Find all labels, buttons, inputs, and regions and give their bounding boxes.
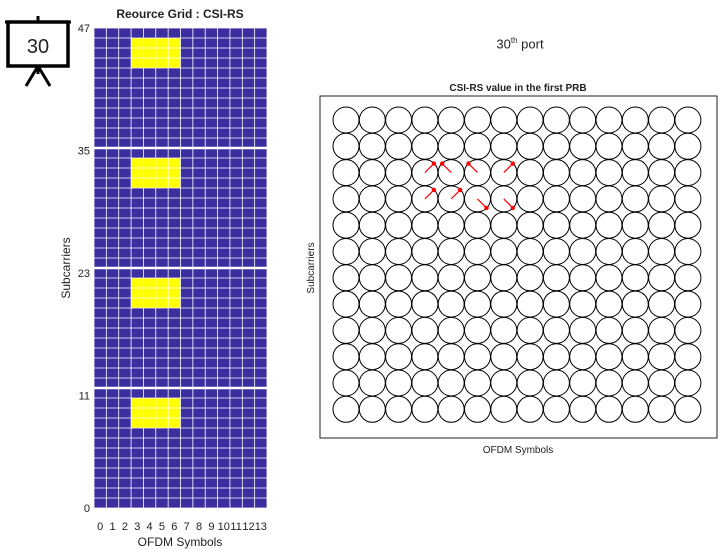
grid-chart-title: Reource Grid : CSI-RS — [116, 7, 243, 21]
csi-rs-resource-element — [155, 398, 169, 408]
csi-rs-resource-element — [143, 288, 156, 298]
prb-x-axis-label: OFDM Symbols — [483, 445, 554, 456]
csi-rs-resource-element — [168, 58, 181, 68]
csi-rs-resource-element — [155, 418, 169, 428]
grid-y-ticks: 0 11 23 35 47 — [78, 23, 90, 515]
grid-x-axis-label: OFDM Symbols — [138, 535, 223, 549]
csi-rs-resource-element — [155, 178, 169, 188]
grid-x-tick-label: 0 — [97, 521, 103, 533]
csi-rs-value-arrowhead — [510, 205, 515, 211]
csi-rs-resource-element — [143, 158, 156, 168]
csi-rs-value-arrowhead — [458, 187, 463, 193]
csi-rs-resource-element — [143, 398, 156, 408]
grid-x-tick-label: 9 — [208, 521, 214, 533]
csi-rs-value-arrowhead — [466, 161, 471, 166]
csi-rs-resource-element — [168, 288, 181, 298]
csi-rs-resource-element — [155, 278, 169, 288]
csi-rs-resource-element — [131, 418, 144, 428]
csi-rs-resource-element — [168, 48, 181, 58]
port-title: 30th port — [440, 36, 600, 51]
badge-label: 30 — [27, 36, 49, 58]
csi-rs-resource-element — [155, 158, 169, 168]
grid-x-tick-label: 8 — [196, 521, 202, 533]
grid-y-tick-label: 47 — [78, 23, 90, 35]
csi-rs-resource-element — [143, 418, 156, 428]
csi-rs-resource-element — [155, 58, 169, 68]
csi-rs-value-arrowhead — [484, 205, 489, 211]
resource-element-circle — [674, 395, 702, 423]
grid-x-tick-label: 3 — [134, 521, 140, 533]
csi-rs-resource-element — [168, 38, 181, 48]
grid-y-axis-label: Subcarriers — [59, 237, 73, 298]
csi-rs-value-arrowhead — [431, 161, 437, 166]
csi-rs-resource-element — [131, 398, 144, 408]
csi-rs-value-arrowhead — [440, 161, 445, 166]
csi-rs-resource-element — [131, 158, 144, 168]
csi-rs-resource-element — [143, 278, 156, 288]
grid-x-tick-label: 11 — [230, 521, 241, 533]
prb-y-axis-label: Subcarriers — [306, 242, 317, 293]
csi-rs-resource-element — [131, 288, 144, 298]
grid-x-tick-label: 13 — [255, 521, 267, 533]
presentation-board-icon — [5, 16, 71, 87]
grid-y-tick-label: 0 — [84, 503, 90, 515]
grid-x-tick-label: 2 — [122, 521, 128, 533]
csi-rs-resource-element — [168, 178, 181, 188]
csi-rs-resource-element — [168, 298, 181, 308]
grid-x-tick-label: 7 — [184, 521, 190, 533]
csi-rs-resource-element — [168, 168, 181, 178]
grid-y-tick-label: 35 — [78, 146, 90, 158]
csi-rs-resource-element — [131, 58, 144, 68]
csi-rs-resource-element — [155, 298, 169, 308]
csi-rs-resource-element — [155, 408, 169, 418]
csi-rs-resource-element — [168, 278, 181, 288]
resource-grid — [93, 27, 268, 509]
csi-rs-resource-element — [143, 38, 156, 48]
grid-y-tick-label: 11 — [79, 391, 90, 403]
csi-rs-resource-element — [143, 178, 156, 188]
csi-rs-resource-element — [131, 48, 144, 58]
csi-rs-resource-element — [131, 178, 144, 188]
csi-rs-resource-element — [155, 168, 169, 178]
grid-x-tick-label: 4 — [147, 521, 153, 533]
port-word: port — [521, 36, 544, 52]
csi-rs-resource-element — [143, 48, 156, 58]
csi-rs-resource-element — [168, 408, 181, 418]
csi-rs-value-arrowhead — [431, 187, 437, 193]
csi-rs-resource-element — [131, 38, 144, 48]
port-number: 30 — [496, 36, 511, 52]
csi-rs-resource-element — [143, 168, 156, 178]
csi-rs-resource-element — [131, 168, 144, 178]
grid-x-tick-label: 6 — [171, 521, 177, 533]
csi-rs-resource-element — [168, 398, 181, 408]
csi-rs-resource-element — [168, 158, 181, 168]
csi-rs-resource-element — [155, 48, 169, 58]
csi-rs-resource-element — [143, 408, 156, 418]
prb-constellation-grid — [332, 106, 702, 423]
csi-rs-resource-element — [143, 298, 156, 308]
csi-rs-resource-element — [143, 58, 156, 68]
grid-x-tick-label: 12 — [242, 521, 254, 533]
grid-x-tick-label: 5 — [159, 521, 165, 533]
port-number-suffix: th — [510, 36, 518, 45]
grid-x-tick-label: 1 — [109, 521, 115, 533]
grid-x-ticks: 0 1 2 3 4 5 6 7 8 9 10 11 12 13 — [97, 521, 267, 533]
grid-y-tick-label: 23 — [78, 268, 90, 280]
csi-rs-resource-element — [155, 38, 169, 48]
csi-rs-resource-element — [131, 298, 144, 308]
csi-rs-resource-element — [155, 288, 169, 298]
csi-rs-resource-element — [131, 278, 144, 288]
prb-chart-title: CSI-RS value in the first PRB — [449, 83, 586, 94]
csi-rs-value-arrowhead — [510, 161, 515, 166]
csi-rs-resource-element — [131, 408, 144, 418]
grid-x-tick-label: 10 — [218, 521, 230, 533]
csi-rs-resource-element — [168, 418, 181, 428]
